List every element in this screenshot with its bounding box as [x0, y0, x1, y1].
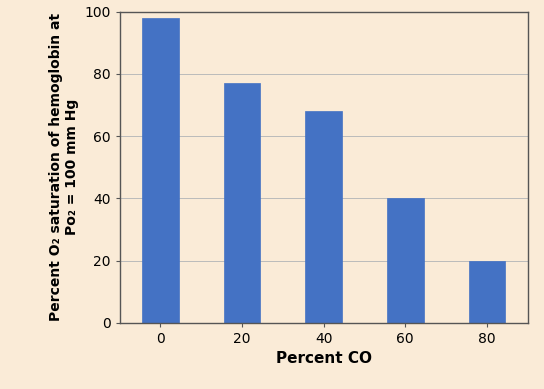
Bar — [142, 18, 179, 323]
Bar — [224, 83, 261, 323]
Bar — [305, 111, 342, 323]
X-axis label: Percent CO: Percent CO — [276, 351, 372, 366]
Bar — [468, 261, 505, 323]
Bar — [387, 198, 424, 323]
Y-axis label: Percent O₂ saturation of hemoglobin at
Po₂ = 100 mm Hg: Percent O₂ saturation of hemoglobin at P… — [48, 13, 79, 321]
